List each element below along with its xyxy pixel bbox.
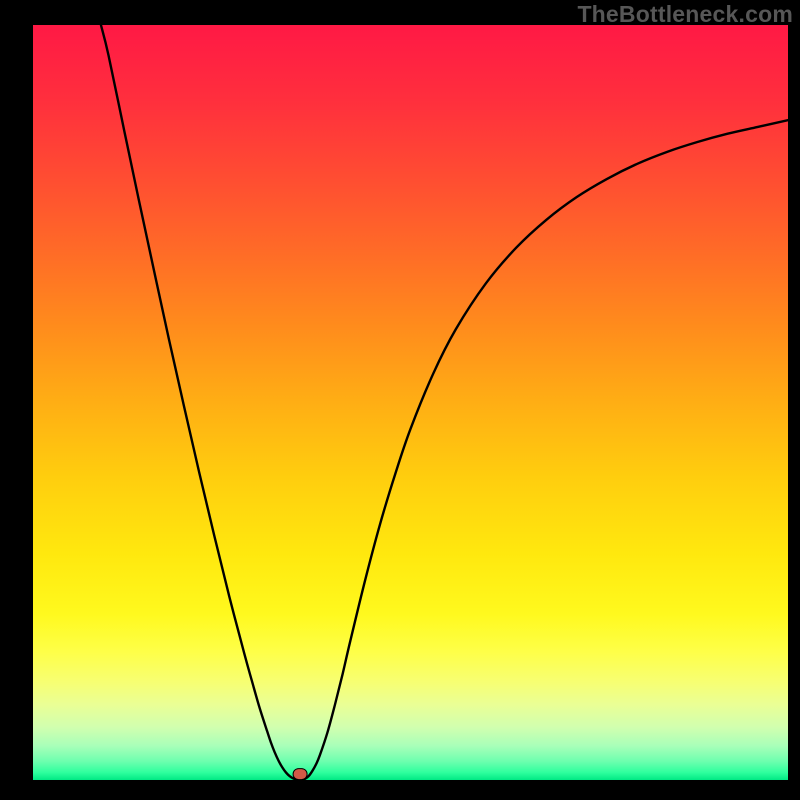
watermark-text: TheBottleneck.com [577,1,793,28]
plot-area [33,25,788,780]
optimal-point-marker [293,768,308,780]
bottleneck-curve [33,25,788,780]
chart-stage: TheBottleneck.com [0,0,800,800]
